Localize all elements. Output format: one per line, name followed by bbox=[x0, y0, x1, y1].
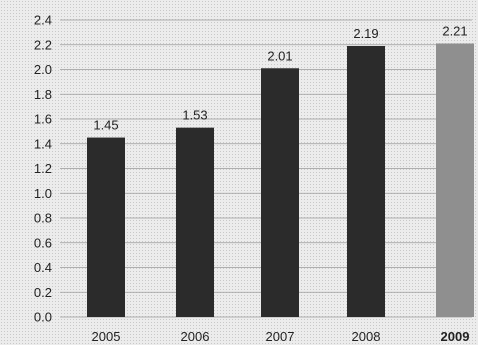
y-tick-label: 2.2 bbox=[34, 37, 52, 52]
y-tick-label: 0.6 bbox=[34, 235, 52, 250]
y-tick-label: 2.4 bbox=[34, 13, 52, 28]
x-tick-label-2006: 2006 bbox=[181, 329, 210, 344]
y-tick-label: 2.0 bbox=[34, 62, 52, 77]
bar-2008 bbox=[347, 45, 385, 318]
bar-2007 bbox=[261, 68, 299, 317]
x-tick-label-2007: 2007 bbox=[266, 329, 295, 344]
y-tick-label: 1.6 bbox=[34, 112, 52, 127]
x-axis-ticks: 2005 2006 2007 2008 2009 bbox=[92, 329, 470, 344]
y-axis-ticks: 0.0 0.2 0.4 0.6 0.8 1.0 1.2 1.4 1.6 1.8 2.0 2.2 2.4 bbox=[34, 13, 52, 325]
y-tick-label: 0.8 bbox=[34, 211, 52, 226]
x-tick-label-2009: 2009 bbox=[441, 329, 470, 344]
data-label-2008: 2.19 bbox=[353, 26, 378, 41]
data-label-2005: 1.45 bbox=[93, 118, 118, 133]
y-tick-label: 1.8 bbox=[34, 87, 52, 102]
y-tick-label: 0.2 bbox=[34, 285, 52, 300]
y-tick-label: 1.0 bbox=[34, 186, 52, 201]
bar-2006 bbox=[176, 127, 214, 317]
x-tick-label-2008: 2008 bbox=[352, 329, 381, 344]
y-tick-label: 1.4 bbox=[34, 136, 52, 151]
data-label-2007: 2.01 bbox=[267, 48, 292, 63]
y-tick-label: 0.4 bbox=[34, 260, 52, 275]
bar-2005 bbox=[87, 137, 125, 317]
data-label-2009: 2.21 bbox=[442, 24, 467, 39]
data-labels: 1.45 1.53 2.01 2.19 2.21 bbox=[93, 24, 467, 133]
bar-2009 bbox=[436, 43, 474, 317]
x-tick-label-2005: 2005 bbox=[92, 329, 121, 344]
y-tick-label: 0.0 bbox=[34, 310, 52, 325]
y-tick-label: 1.2 bbox=[34, 161, 52, 176]
data-label-2006: 1.53 bbox=[182, 108, 207, 123]
bars bbox=[87, 43, 474, 318]
